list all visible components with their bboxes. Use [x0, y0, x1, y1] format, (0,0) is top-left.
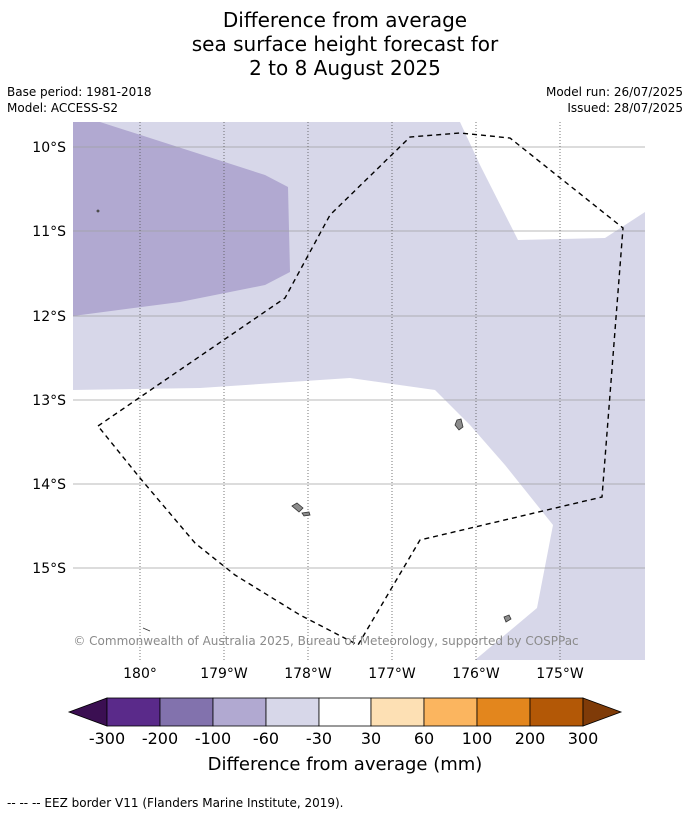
colorbar-tick-9: 200: [515, 729, 546, 748]
colorbar-tick-3: -100: [195, 729, 231, 748]
lon-label-176w: 176°W: [452, 666, 500, 682]
colorbar-extend-high: [582, 697, 623, 727]
anomaly-region-minus60: [73, 122, 290, 316]
island-alofi: [301, 511, 311, 517]
island-futuna: [291, 502, 304, 513]
colorbar: [67, 697, 623, 727]
colorbar-tick-1: -300: [89, 729, 125, 748]
colorbar-bin-1: [106, 697, 161, 727]
colorbar-bin-6: [370, 697, 425, 727]
lat-gridlines: [73, 146, 645, 569]
model-run: Model run: 26/07/2025: [545, 85, 683, 99]
lon-label-180: 180°: [123, 666, 157, 682]
lon-labels: 180° 179°W 178°W 177°W 176°W 175°W: [123, 666, 584, 682]
title-line-2: sea surface height forecast for: [191, 32, 499, 56]
island-small: [96, 209, 100, 213]
island-wallis: [454, 418, 464, 431]
lon-label-179w: 179°W: [200, 666, 248, 682]
island-edge: [142, 627, 151, 632]
eez-border: [96, 132, 624, 646]
colorbar-bin-4: [265, 697, 320, 727]
copyright-text: © Commonwealth of Australia 2025, Bureau…: [73, 634, 578, 648]
eez-footnote: -- -- -- EEZ border V11 (Flanders Marine…: [7, 796, 344, 810]
colorbar-tick-4: -60: [253, 729, 279, 748]
model-name: Model: ACCESS-S2: [7, 101, 119, 115]
map-area: © Commonwealth of Australia 2025, Bureau…: [73, 122, 645, 660]
lat-label-10s: 10°S: [32, 140, 66, 156]
colorbar-tick-7: 60: [414, 729, 434, 748]
colorbar-extend-low: [67, 697, 108, 727]
colorbar-bin-3: [212, 697, 267, 727]
colorbar-bin-9: [529, 697, 584, 727]
lon-label-175w: 175°W: [536, 666, 584, 682]
colorbar-bin-5: [318, 697, 372, 727]
lat-label-14s: 14°S: [32, 477, 66, 493]
colorbar-tick-10: 300: [568, 729, 599, 748]
meta-left: Base period: 1981-2018 Model: ACCESS-S2: [7, 84, 152, 116]
lat-label-11s: 11°S: [32, 224, 66, 240]
title-line-1: Difference from average: [222, 8, 468, 32]
colorbar-ticks: -300 -200 -100 -60 -30 30 60 100 200 300: [89, 729, 598, 748]
colorbar-bin-8: [476, 697, 531, 727]
colorbar-bin-2: [159, 697, 214, 727]
title-line-3: 2 to 8 August 2025: [249, 56, 441, 80]
issued-date: Issued: 28/07/2025: [567, 101, 683, 115]
colorbar-tick-8: 100: [462, 729, 493, 748]
chart-title: Difference from average sea surface heig…: [0, 8, 690, 80]
colorbar-bin-7: [423, 697, 478, 727]
lon-label-177w: 177°W: [368, 666, 416, 682]
colorbar-tick-6: 30: [361, 729, 381, 748]
base-period: Base period: 1981-2018: [7, 85, 152, 99]
lat-labels: 10°S 11°S 12°S 13°S 14°S 15°S: [32, 140, 66, 577]
lon-label-178w: 178°W: [284, 666, 332, 682]
colorbar-tick-5: -30: [306, 729, 332, 748]
lat-label-15s: 15°S: [32, 561, 66, 577]
colorbar-tick-2: -200: [142, 729, 178, 748]
lat-label-13s: 13°S: [32, 393, 66, 409]
island-niuafoou: [503, 614, 512, 623]
meta-right: Model run: 26/07/2025 Issued: 28/07/2025: [546, 84, 683, 116]
islands: [96, 209, 512, 632]
lat-label-12s: 12°S: [32, 309, 66, 325]
colorbar-title: Difference from average (mm): [208, 754, 483, 775]
